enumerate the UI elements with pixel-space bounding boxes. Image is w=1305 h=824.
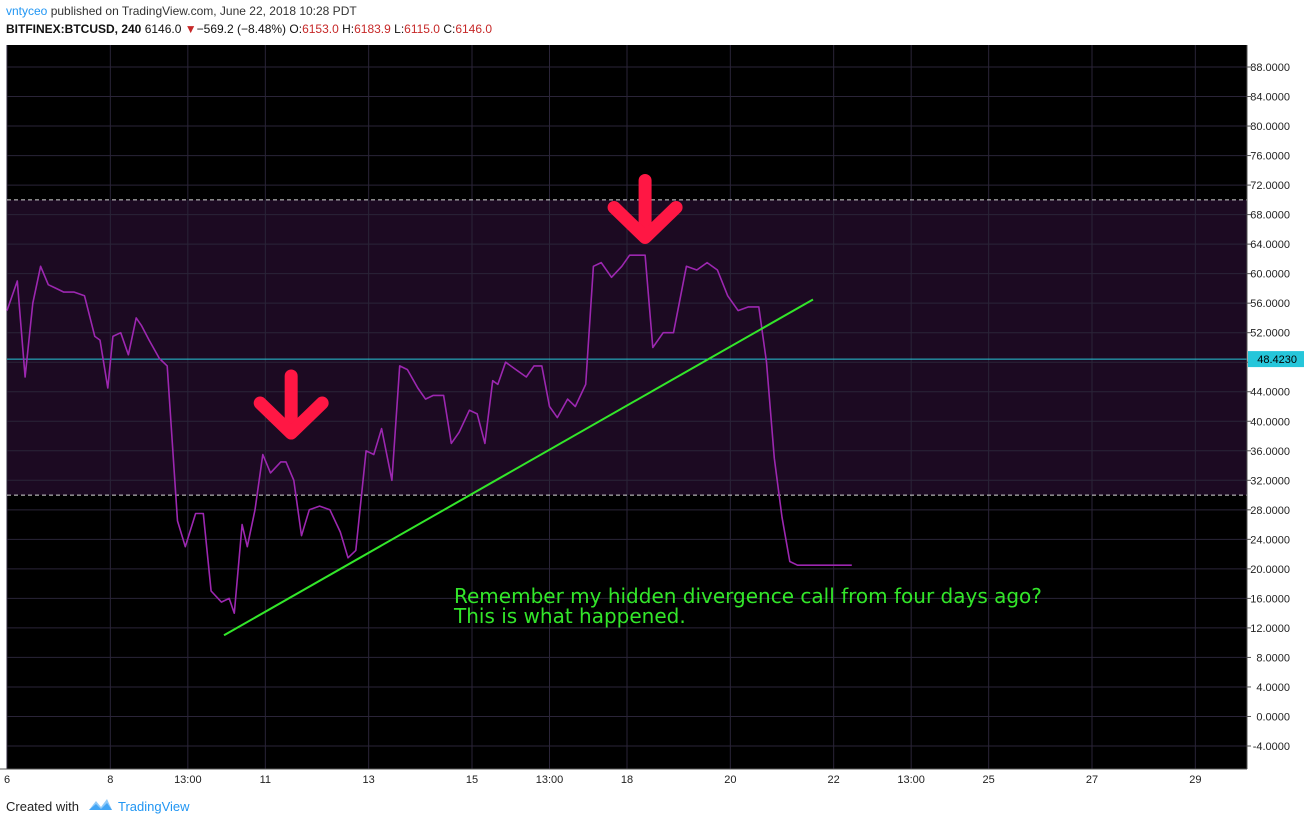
symbol-label: BITFINEX:BTCUSD, 240 [6,22,142,36]
y-tick-label: 20.0000 [1250,564,1290,576]
x-tick-label: 13:00 [897,774,925,786]
published-text: published on TradingView.com, June 22, 2… [50,4,357,18]
y-tick-label: 32.0000 [1250,475,1290,487]
footer: Created with TradingView [0,788,1305,824]
high-label: H: [342,22,355,36]
down-arrow-annotation-icon [607,173,683,244]
y-tick-label: 28.0000 [1250,505,1290,517]
y-tick-label: 40.0000 [1250,416,1290,428]
tradingview-brand[interactable]: TradingView [118,799,190,814]
arrow-head [253,396,329,440]
current-value-label: 48.4230 [1257,354,1297,366]
low-value: 6115.0 [404,22,440,36]
rsi-chart[interactable]: Remember my hidden divergence call from … [0,40,1305,788]
x-tick-label: 6 [4,774,10,786]
y-tick-label: 68.0000 [1250,210,1290,222]
rsi-series-line [6,254,852,614]
annotation-text-line: Remember my hidden divergence call from … [454,584,1042,608]
y-tick-label: 24.0000 [1250,534,1290,546]
y-tick-label: 8.0000 [1256,652,1290,664]
open-value: 6153.0 [302,22,339,36]
y-tick-label: 36.0000 [1250,446,1290,458]
symbol-info: BITFINEX:BTCUSD, 240 6146.0 ▼−569.2 (−8.… [6,22,492,36]
y-tick-label: 52.0000 [1250,328,1290,340]
x-tick-label: 20 [724,774,736,786]
y-tick-label: 80.0000 [1250,121,1290,133]
down-arrow-annotation-icon [253,369,329,440]
x-tick-label: 13:00 [174,774,202,786]
y-tick-label: 84.0000 [1250,92,1290,104]
close-label: C: [443,22,456,36]
x-tick-label: 29 [1189,774,1201,786]
x-tick-label: 8 [107,774,113,786]
y-tick-label: 4.0000 [1256,682,1290,694]
current-value-badge [1248,351,1304,368]
trendline [223,298,814,637]
y-tick-label: 56.0000 [1250,298,1290,310]
annotation-text-line: This is what happened. [453,604,686,628]
chart-area[interactable]: Remember my hidden divergence call from … [0,40,1305,788]
low-label: L: [394,22,405,36]
y-tick-label: 72.0000 [1250,180,1290,192]
x-tick-label: 18 [621,774,633,786]
created-with-label: Created with [6,799,79,814]
close-value: 6146.0 [455,22,493,36]
x-tick-label: 13:00 [536,774,564,786]
y-tick-label: 88.0000 [1250,62,1290,74]
x-tick-label: 22 [828,774,840,786]
time-axis [7,769,1247,788]
price-axis [1247,45,1305,769]
publish-info: vntyceo published on TradingView.com, Ju… [6,4,357,18]
last-price: 6146.0 [144,22,182,36]
y-tick-label: 16.0000 [1250,593,1290,605]
author-link[interactable]: vntyceo [6,4,48,18]
y-tick-label: 12.0000 [1250,623,1290,635]
y-tick-label: 76.0000 [1250,151,1290,163]
arrow-head [607,200,683,244]
down-arrow-icon: ▼ [184,22,197,36]
y-tick-label: 0.0000 [1256,711,1290,723]
y-tick-label: 64.0000 [1250,239,1290,251]
chart-header: vntyceo published on TradingView.com, Ju… [0,0,1305,40]
x-tick-label: 15 [466,774,478,786]
tradingview-logo-icon[interactable] [87,796,113,814]
x-tick-label: 13 [363,774,375,786]
x-tick-label: 27 [1086,774,1098,786]
open-label: O: [289,22,303,36]
x-tick-label: 11 [260,774,271,786]
x-tick-label: 25 [983,774,995,786]
price-change: −569.2 (−8.48%) [196,22,287,36]
y-tick-label: 60.0000 [1250,269,1290,281]
y-tick-label: -4.0000 [1253,741,1290,753]
high-value: 6183.9 [354,22,391,36]
y-tick-label: 44.0000 [1250,387,1290,399]
